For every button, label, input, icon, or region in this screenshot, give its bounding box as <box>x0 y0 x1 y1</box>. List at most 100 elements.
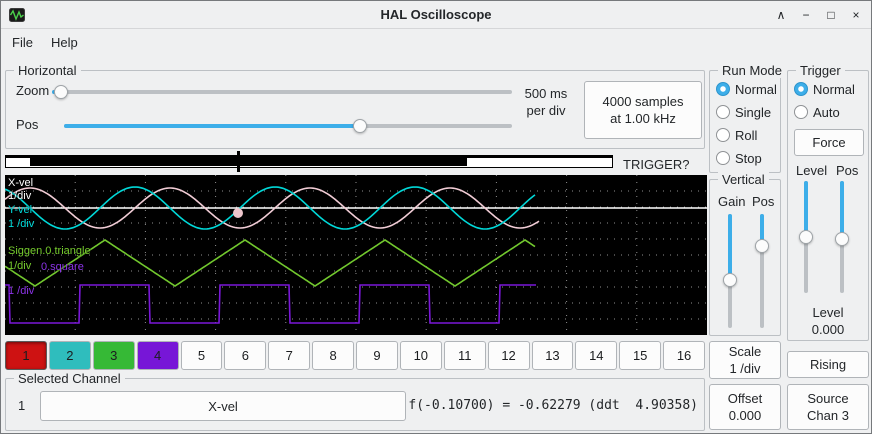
trigger-level-handle[interactable] <box>799 230 813 244</box>
channel-button-12[interactable]: 12 <box>487 341 530 370</box>
offset-label: Offset <box>727 391 763 406</box>
radio-icon <box>716 105 730 119</box>
trigger-level-readout-label: Level <box>812 305 844 320</box>
trigger-pos-handle[interactable] <box>835 232 849 247</box>
channel-button-5[interactable]: 5 <box>180 341 223 370</box>
trigger-level-fill <box>804 181 808 237</box>
radio-label: Normal <box>735 81 777 97</box>
vertical-gain-label: Gain <box>718 194 746 209</box>
channel-button-10[interactable]: 10 <box>399 341 442 370</box>
app-icon <box>9 8 25 22</box>
minimize-button[interactable]: − <box>802 7 810 22</box>
trigger-level-readout-value: 0.000 <box>811 322 845 337</box>
radio-icon <box>794 82 808 96</box>
offset-value: 0.000 <box>728 408 762 423</box>
channel-button-13[interactable]: 13 <box>531 341 574 370</box>
title-bar: HAL Oscilloscope ∧ − □ × <box>1 1 871 29</box>
channel-button-4[interactable]: 4 <box>136 341 179 370</box>
channel-button-9[interactable]: 9 <box>356 341 398 370</box>
scope-channel-label: X-vel <box>8 177 34 189</box>
trigger-edge-button[interactable]: Rising <box>787 351 869 378</box>
run-mode-option-normal[interactable]: Normal <box>716 81 777 97</box>
trigger-panel: Trigger Normal Auto Force Level Pos Level… <box>787 63 869 341</box>
channel-button-15[interactable]: 15 <box>619 341 662 370</box>
vertical-offset-button[interactable]: Offset 0.000 <box>709 384 781 430</box>
zoom-label: Zoom <box>16 83 50 98</box>
menu-item-file[interactable]: File <box>12 35 33 50</box>
source-label: Source <box>807 391 849 406</box>
channel-button-11[interactable]: 11 <box>443 341 486 370</box>
zoom-slider-handle[interactable] <box>54 85 69 99</box>
chan3-triangle-trace <box>5 239 536 287</box>
chan4-square-trace <box>5 284 536 324</box>
menu-item-help[interactable]: Help <box>50 35 78 50</box>
scope-channel-label: 1 /div <box>8 285 35 297</box>
pos-slider-handle[interactable] <box>352 119 367 133</box>
selected-channel-source-button[interactable]: X-vel <box>40 391 406 421</box>
run-mode-option-stop[interactable]: Stop <box>716 150 777 166</box>
maximize-button[interactable]: □ <box>827 7 835 22</box>
chan2-y-vel-trace <box>5 186 536 230</box>
selected-channel-title: Selected Channel <box>14 371 125 386</box>
horizontal-pos-slider[interactable] <box>64 118 512 134</box>
channel-button-6[interactable]: 6 <box>224 341 267 370</box>
scope-channel-label: 1/div <box>8 260 32 272</box>
menu-bar: File Help <box>3 30 503 55</box>
shade-button[interactable]: ∧ <box>776 7 786 22</box>
trigger-pos-fill <box>840 181 844 240</box>
trigger-position-marker[interactable] <box>237 151 241 172</box>
vertical-scale-button[interactable]: Scale 1 /div <box>709 341 781 379</box>
record-length-button[interactable]: 4000 samples at 1.00 kHz <box>584 81 702 139</box>
radio-label: Stop <box>735 150 762 166</box>
scope-channel-label: Y-vel <box>8 204 33 216</box>
chan1-x-vel-trace <box>5 187 540 229</box>
samples-line1: 4000 samples <box>602 94 684 109</box>
selected-channel-number: 1 <box>18 398 26 413</box>
radio-icon <box>716 128 730 142</box>
vertical-pos-slider[interactable] <box>754 214 770 328</box>
channel-value-readout: f(-0.10700) = -0.62279 (ddt 4.90358) <box>408 398 698 413</box>
horizontal-panel: Horizontal Zoom Pos 500 ms per div 4000 … <box>5 63 705 149</box>
force-trigger-button[interactable]: Force <box>794 129 864 156</box>
vertical-pos-handle[interactable] <box>755 238 769 253</box>
channel-button-row: 1 2 3 4 5 6 7 8 9 10 11 12 13 14 15 16 <box>5 341 705 370</box>
run-mode-title: Run Mode <box>718 63 786 78</box>
channel-button-1[interactable]: 1 <box>5 341 47 370</box>
trigger-mode-option-normal[interactable]: Normal <box>794 81 855 97</box>
channel-button-8[interactable]: 8 <box>312 341 354 370</box>
window-title: HAL Oscilloscope <box>380 7 492 22</box>
trigger-source-button[interactable]: Source Chan 3 <box>787 384 869 430</box>
run-mode-option-single[interactable]: Single <box>716 104 777 120</box>
vertical-pos-label: Pos <box>752 194 775 209</box>
trigger-mode-options: Normal Auto <box>794 81 855 120</box>
pos-slider-fill <box>64 124 360 128</box>
trigger-status-label: TRIGGER? <box>623 157 690 172</box>
channel-button-2[interactable]: 2 <box>48 341 91 370</box>
trigger-mode-option-auto[interactable]: Auto <box>794 104 855 120</box>
vertical-gain-handle[interactable] <box>723 273 737 288</box>
radio-label: Roll <box>735 127 758 143</box>
horizontal-pos-label: Pos <box>16 117 39 132</box>
run-mode-option-roll[interactable]: Roll <box>716 127 777 143</box>
zoom-slider[interactable] <box>52 84 512 100</box>
close-button[interactable]: × <box>852 7 860 22</box>
scale-value: 1 /div <box>729 361 761 376</box>
radio-icon <box>716 151 730 165</box>
channel-button-16[interactable]: 16 <box>663 341 705 370</box>
trigger-level-slider[interactable] <box>798 181 814 293</box>
vertical-gain-slider[interactable] <box>722 214 738 328</box>
scope-channel-label: Siggen.0.triangle <box>8 245 91 257</box>
trigger-pos-slider[interactable] <box>834 181 850 293</box>
vertical-title: Vertical <box>718 172 769 187</box>
scale-label: Scale <box>728 344 762 359</box>
source-value: Chan 3 <box>807 408 849 423</box>
scope-canvas <box>5 175 707 335</box>
channel-button-3[interactable]: 3 <box>92 341 135 370</box>
rate-line2: per div <box>526 103 566 118</box>
run-mode-options: Normal Single Roll Stop <box>716 81 777 166</box>
channel-button-7[interactable]: 7 <box>268 341 311 370</box>
record-progress-fill <box>30 158 467 166</box>
channel-button-14[interactable]: 14 <box>575 341 618 370</box>
selected-channel-panel: Selected Channel 1 X-vel f(-0.10700) = -… <box>5 371 705 431</box>
